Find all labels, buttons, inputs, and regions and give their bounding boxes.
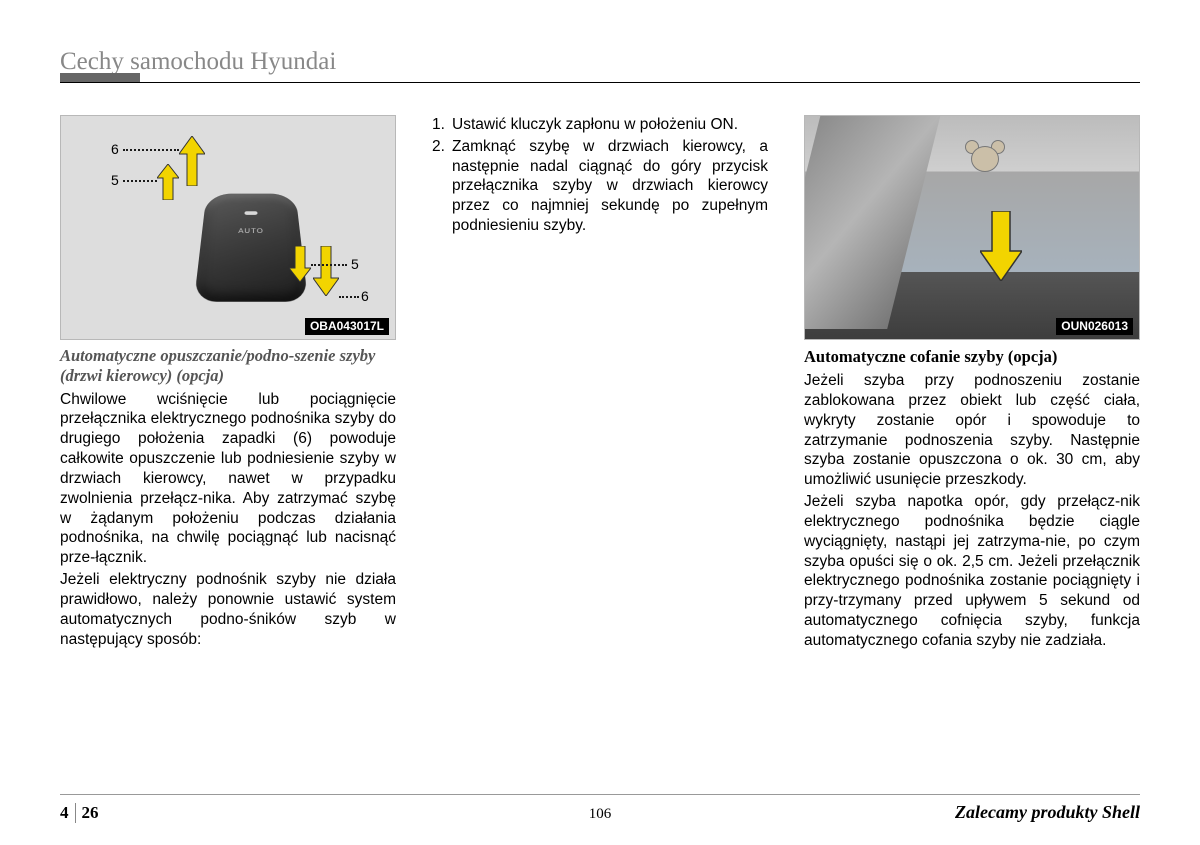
- arrow-down-large: [980, 211, 1022, 287]
- col3-subheading: Automatyczne cofanie szyby (opcja): [804, 346, 1140, 367]
- column-right: OUN026013 Automatyczne cofanie szyby (op…: [804, 115, 1140, 653]
- col1-paragraph-1: Chwilowe wciśnięcie lub pociągnięcie prz…: [60, 390, 396, 568]
- figure-window-reverse: OUN026013: [804, 115, 1140, 340]
- header-rule: [60, 82, 1140, 83]
- figure-label-1: OBA043017L: [305, 318, 389, 335]
- list-item: 1.Ustawić kluczyk zapłonu w położeniu ON…: [432, 115, 768, 135]
- col1-subheading: Automatyczne opuszczanie/podno-szenie sz…: [60, 346, 396, 386]
- figure-switch: AUTO: [60, 115, 396, 340]
- arrow-up-5: [157, 164, 179, 200]
- arrow-up-6: [179, 136, 205, 186]
- switch-auto-label: AUTO: [238, 228, 264, 236]
- arrow-down-6: [313, 246, 339, 296]
- callout-5-down: 5: [351, 256, 359, 274]
- footer-subpage: 26: [82, 803, 99, 823]
- callout-5-up: 5: [111, 172, 119, 190]
- col3-paragraph-1: Jeżeli szyba przy podnoszeniu zostanie z…: [804, 371, 1140, 490]
- list-item-2-text: Zamknąć szybę w drzwiach kierowcy, a nas…: [452, 137, 768, 236]
- teddy-illustration: [955, 134, 1015, 194]
- column-center: 1.Ustawić kluczyk zapłonu w położeniu ON…: [432, 115, 768, 653]
- chapter-title: Cechy samochodu Hyundai: [60, 48, 1140, 76]
- list-item: 2.Zamknąć szybę w drzwiach kierowcy, a n…: [432, 137, 768, 236]
- footer-center-page: 106: [589, 806, 612, 823]
- col3-paragraph-2: Jeżeli szyba napotka opór, gdy przełącz-…: [804, 492, 1140, 651]
- list-item-1-text: Ustawić kluczyk zapłonu w położeniu ON.: [452, 115, 768, 135]
- footer-chapter: 4: [60, 803, 69, 823]
- page-footer: 4 26 106 Zalecamy produkty Shell: [0, 802, 1200, 823]
- page-header: Cechy samochodu Hyundai: [60, 48, 1140, 83]
- col1-paragraph-2: Jeżeli elektryczny podnośnik szyby nie d…: [60, 570, 396, 649]
- column-left: AUTO: [60, 115, 396, 653]
- arrow-down-5: [289, 246, 311, 282]
- figure-label-2: OUN026013: [1056, 318, 1133, 335]
- callout-6-up: 6: [111, 141, 119, 159]
- footer-section-page: 4 26: [60, 803, 99, 823]
- footer-brand: Zalecamy produkty Shell: [955, 802, 1140, 823]
- content-columns: AUTO: [60, 115, 1140, 653]
- callout-6-down: 6: [361, 288, 369, 306]
- procedure-list: 1.Ustawić kluczyk zapłonu w położeniu ON…: [432, 115, 768, 236]
